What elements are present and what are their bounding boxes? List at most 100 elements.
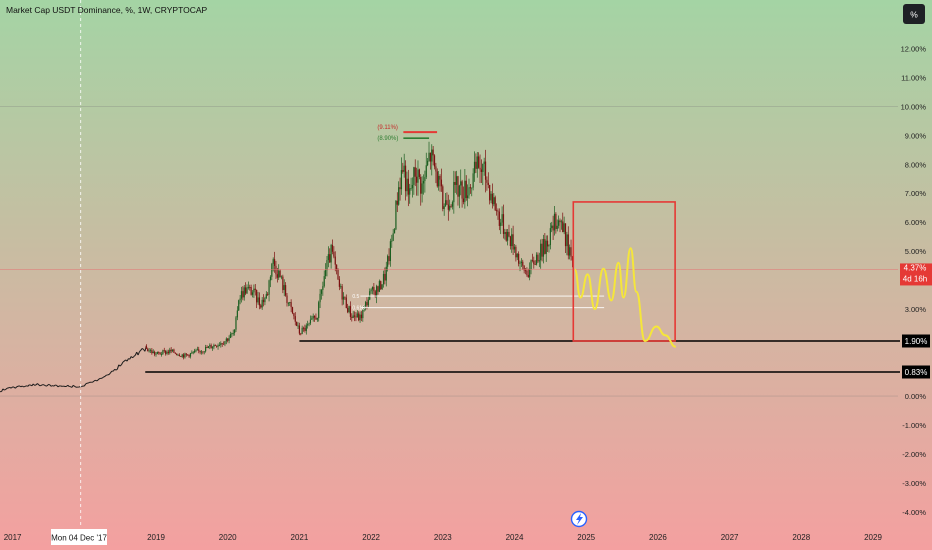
candle-body-261 <box>300 333 302 335</box>
price-segment-125 <box>112 369 116 372</box>
candle-body-382 <box>467 195 469 199</box>
candle-body-294 <box>345 297 347 309</box>
candle-body-327 <box>391 240 393 242</box>
candle-body-189 <box>200 351 203 353</box>
candle-body-403 <box>495 210 498 212</box>
candle-body-429 <box>531 260 534 261</box>
candle-body-190 <box>202 351 204 353</box>
candle-body-192 <box>205 346 207 352</box>
candle-body-253 <box>289 302 291 303</box>
price-segment-45 <box>2 388 5 391</box>
candle-body-340 <box>409 188 411 195</box>
candle-body-270 <box>312 315 314 319</box>
price-segment-118 <box>103 375 106 378</box>
candle-body-432 <box>535 254 538 265</box>
candle-body-153 <box>151 350 153 354</box>
y-tick-label-8: 3.00% <box>905 305 927 314</box>
candles <box>0 141 574 393</box>
projection-path <box>573 247 677 348</box>
price-segment-79 <box>49 384 52 387</box>
candle-body-243 <box>275 265 277 275</box>
price-segment-54 <box>14 386 18 389</box>
price-segment-144 <box>139 349 142 353</box>
candle-body-391 <box>479 167 481 170</box>
candle-body-199 <box>214 345 216 346</box>
x-tick-label-7: 2025 <box>577 533 595 542</box>
candle-body-337 <box>404 165 407 192</box>
candle-body-389 <box>476 156 478 169</box>
candle-body-310 <box>367 299 369 306</box>
candle-body-397 <box>487 182 489 185</box>
candle-body-174 <box>180 356 182 357</box>
candle-body-434 <box>538 260 540 262</box>
candle-body-221 <box>245 287 247 294</box>
candle-body-430 <box>533 260 535 265</box>
price-segment-70 <box>37 383 40 386</box>
candle-body-357 <box>432 149 434 156</box>
candle-body-395 <box>484 161 487 180</box>
candle-body-274 <box>318 302 320 319</box>
peak-high-label: (9.11%) <box>377 125 398 131</box>
candle-body-275 <box>319 293 321 303</box>
candle-body-180 <box>188 354 190 357</box>
candle-body-424 <box>524 270 527 272</box>
candle-body-191 <box>203 351 205 353</box>
price-segment-73 <box>41 384 44 386</box>
candle-body-293 <box>344 296 346 298</box>
x-tick-label-0: 2017 <box>4 533 22 542</box>
candle-body-155 <box>154 351 156 355</box>
lightning-icon[interactable] <box>570 510 588 528</box>
percent-button[interactable]: % <box>903 4 925 24</box>
candle-body-396 <box>486 179 488 183</box>
y-axis: 12.00% 11.00% 10.00% 9.00% 8.00% 7.00% 6.00% 5.… <box>901 44 927 517</box>
candle-body-306 <box>362 309 364 319</box>
candle-body-413 <box>509 236 511 247</box>
candle-body-364 <box>442 186 444 210</box>
candle-body-409 <box>504 232 506 234</box>
candle-body-308 <box>364 302 367 306</box>
price-segment-136 <box>128 358 130 360</box>
x-tick-label-3: 2021 <box>291 533 309 542</box>
candle-body-411 <box>507 231 509 241</box>
candle-body-343 <box>413 167 415 185</box>
candle-body-176 <box>182 354 185 358</box>
candle-body-290 <box>340 286 342 288</box>
candle-body-412 <box>508 231 510 237</box>
candle-body-456 <box>569 247 571 256</box>
candle-body-304 <box>359 314 361 321</box>
price-segment-53 <box>13 386 16 389</box>
price-segment-123 <box>110 370 113 374</box>
candle-body-301 <box>355 316 357 318</box>
candle-body-402 <box>494 197 496 211</box>
price-segment-82 <box>53 384 56 387</box>
y-tick-label-4: 8.00% <box>905 160 927 169</box>
candle-body-299 <box>352 315 354 318</box>
percent-button-label[interactable]: % <box>910 10 918 20</box>
candle-body-423 <box>523 265 525 271</box>
candle-body-239 <box>269 276 272 281</box>
support-label-1-text: 1.90% <box>905 337 928 346</box>
candle-body-362 <box>439 175 441 180</box>
candle-body-447 <box>556 225 558 229</box>
support-label-2-text: 0.83% <box>905 368 928 377</box>
price-segment-139 <box>132 356 135 359</box>
candle-body-366 <box>444 200 447 207</box>
candle-body-394 <box>483 161 485 165</box>
candle-body-404 <box>497 210 499 212</box>
candle-body-368 <box>447 204 449 210</box>
candle-body-244 <box>276 274 278 278</box>
candle-body-292 <box>342 296 345 300</box>
candle-body-167 <box>170 349 172 352</box>
candle-body-356 <box>431 149 433 162</box>
candle-body-365 <box>443 206 445 210</box>
candle-body-231 <box>258 297 261 306</box>
candle-body-373 <box>454 181 456 185</box>
price-segment-114 <box>97 378 100 381</box>
candle-body-284 <box>331 244 334 252</box>
candle-body-414 <box>511 234 513 247</box>
candle-body-328 <box>392 233 394 241</box>
candle-body-405 <box>498 211 500 226</box>
candle-body-372 <box>453 181 455 203</box>
candle-body-150 <box>147 348 149 352</box>
